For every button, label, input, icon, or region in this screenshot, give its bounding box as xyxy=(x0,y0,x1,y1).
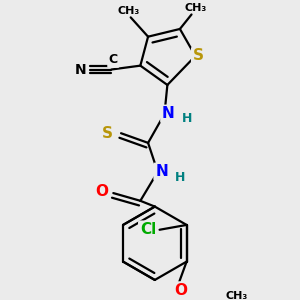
Text: C: C xyxy=(109,53,118,66)
Text: Cl: Cl xyxy=(140,222,156,237)
Text: N: N xyxy=(162,106,175,122)
Text: H: H xyxy=(182,112,192,124)
Text: O: O xyxy=(95,184,108,199)
Text: O: O xyxy=(174,283,187,298)
Text: S: S xyxy=(102,126,113,141)
Text: CH₃: CH₃ xyxy=(118,6,140,16)
Text: N: N xyxy=(75,62,86,76)
Text: CH₃: CH₃ xyxy=(225,291,248,300)
Text: H: H xyxy=(175,170,185,184)
Text: N: N xyxy=(155,164,168,179)
Text: CH₃: CH₃ xyxy=(184,3,206,13)
Text: S: S xyxy=(193,49,204,64)
